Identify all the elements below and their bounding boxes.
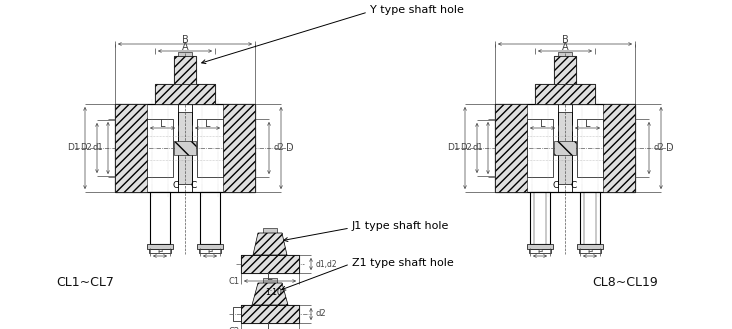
Text: L: L [539,119,545,129]
Bar [241,255,299,273]
Text: e: e [207,247,212,257]
Bar [147,119,173,177]
Text: d1: d1 [92,143,103,153]
Polygon shape [253,233,287,255]
Text: L: L [585,119,590,129]
Text: d1: d1 [472,143,483,153]
Bar [241,255,299,273]
Text: C2: C2 [228,326,239,329]
Text: CL8~CL19: CL8~CL19 [592,275,658,289]
Text: C: C [173,182,179,190]
Text: C: C [553,182,559,190]
Bar [199,249,221,253]
Polygon shape [252,283,288,305]
Bar [241,305,299,323]
Bar [530,192,550,244]
Bar [197,119,223,177]
Text: B: B [182,35,188,45]
Text: B: B [561,35,568,45]
Text: L: L [205,119,210,129]
Bar [179,55,190,84]
Bar [535,84,595,104]
Bar [579,249,601,253]
Bar [178,112,192,184]
Bar [580,192,600,244]
Text: d1,d2: d1,d2 [316,260,337,268]
Text: C: C [191,182,197,190]
Bar [115,104,147,192]
Text: A: A [182,42,188,52]
Text: Z1 type shaft hole: Z1 type shaft hole [352,258,454,268]
Bar [147,244,173,249]
Text: A: A [561,42,568,52]
Text: L: L [160,119,165,129]
Text: J1 type shaft hole: J1 type shaft hole [352,221,449,231]
Bar [527,119,553,177]
Text: D1: D1 [67,143,80,153]
Bar [554,141,576,155]
Bar [233,307,241,321]
Text: C: C [571,182,577,190]
Bar [200,192,220,244]
Bar [495,104,635,192]
Text: e: e [587,247,593,257]
Bar [179,52,192,56]
Text: D2: D2 [81,143,92,153]
Bar [149,249,171,253]
Text: d2: d2 [274,143,285,153]
Bar [263,278,277,283]
Text: D1: D1 [447,143,460,153]
Text: D: D [666,143,673,153]
Bar [223,104,255,192]
Bar [554,56,576,84]
Text: e: e [157,247,163,257]
Text: d2: d2 [316,310,326,318]
Bar [527,244,553,249]
Bar [577,119,603,177]
Bar [241,305,299,323]
Text: e: e [537,247,542,257]
Text: Y type shaft hole: Y type shaft hole [370,5,464,15]
Bar [559,52,572,56]
Text: L: L [267,322,273,329]
Bar [577,244,603,249]
Text: CL1~CL7: CL1~CL7 [56,275,114,289]
Text: 1:10: 1:10 [266,289,283,297]
Bar [174,141,196,155]
Bar [495,104,527,192]
Bar [197,244,223,249]
Text: D: D [286,143,294,153]
Bar [603,104,635,192]
Bar [263,228,277,233]
Bar [559,55,570,84]
Text: d2: d2 [654,143,665,153]
Bar [155,84,215,104]
Text: C1: C1 [228,276,239,286]
Bar [115,104,255,192]
Bar [558,112,572,184]
Text: D2: D2 [460,143,472,153]
Bar [174,56,196,84]
Bar [150,192,170,244]
Bar [529,249,551,253]
Text: L: L [267,272,273,282]
